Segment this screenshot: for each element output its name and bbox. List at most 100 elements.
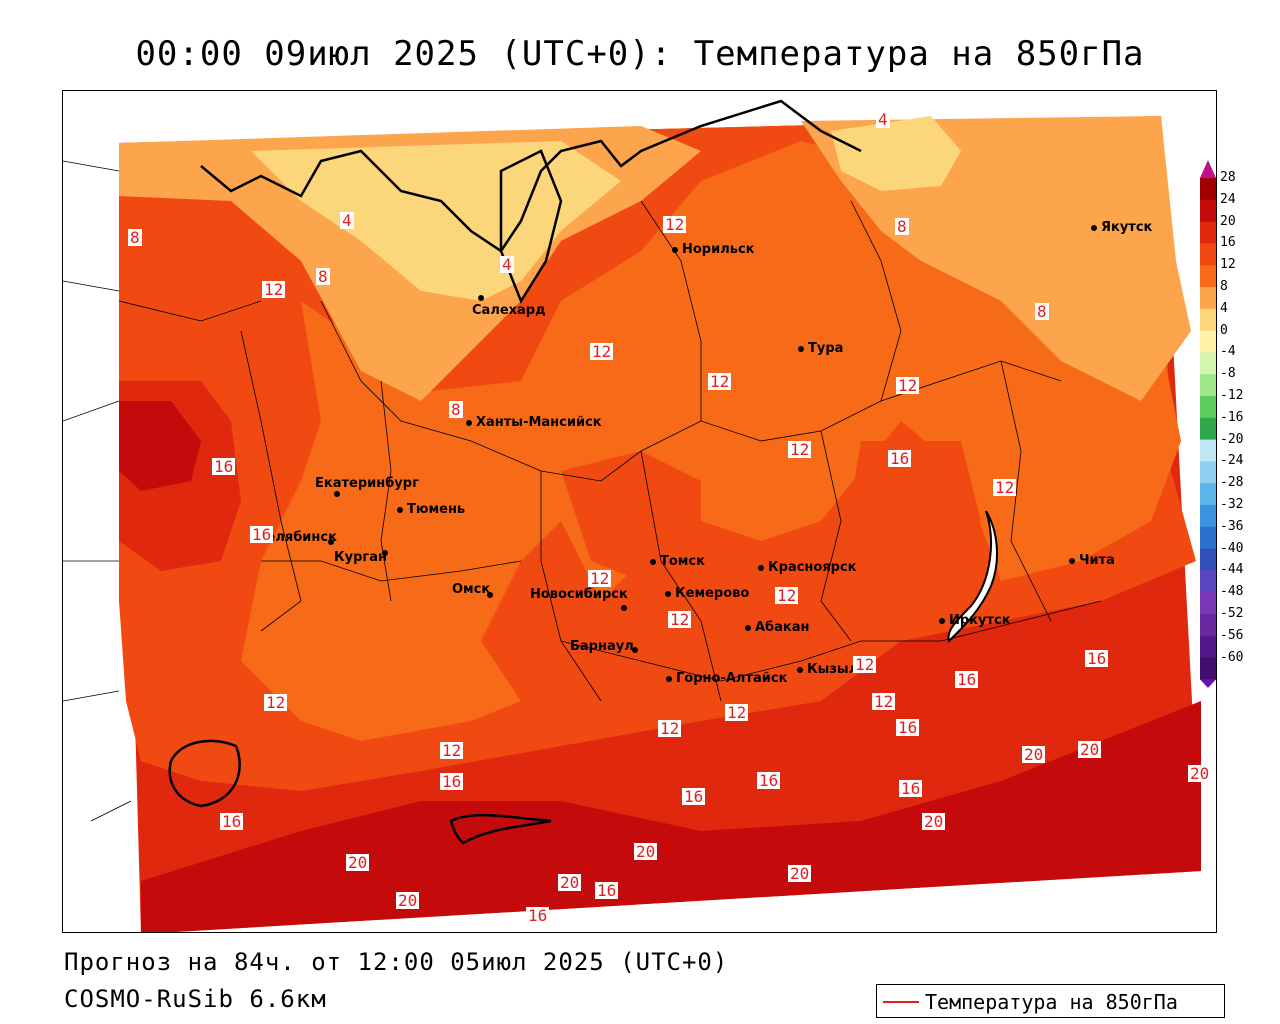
map-canvas [63,99,1201,932]
colorbar-swatch [1200,352,1216,375]
contour-label: 20 [1188,764,1212,783]
contour-label: 8 [128,228,142,247]
city-dot-icon [334,490,340,497]
colorbar-bottom-arrow-icon [1200,679,1216,688]
contour-label: 16 [757,771,781,790]
city-marker: Горно-Алтайск [666,671,787,686]
contour-label: 12 [588,569,612,588]
city-marker: Кемерово [665,586,749,601]
contour-label: 20 [788,864,812,883]
city-dot-icon [798,345,804,352]
colorbar-tick-label: -4 [1220,344,1236,360]
city-marker: Чита [1069,553,1115,568]
city-dot-icon [672,246,678,253]
colorbar-swatch [1200,635,1216,659]
contour-label: 16 [595,881,619,900]
colorbar-swatch [1200,265,1216,288]
city-marker: Кызыл [797,662,858,677]
city-dot-icon [397,506,403,513]
city-label: Екатеринбург [315,476,419,491]
colorbar-tick-label: -20 [1220,431,1244,447]
colorbar-tick-label: 12 [1220,257,1236,273]
colorbar-swatch [1200,199,1216,223]
colorbar-swatch [1200,483,1216,506]
colorbar-swatches [1200,160,1216,688]
contour-label: 20 [558,873,582,892]
colorbar-tick-label: -24 [1220,453,1244,469]
contour-label: 16 [526,906,550,925]
city-dot-icon [665,590,671,597]
contour-label: 12 [872,692,896,711]
contour-label: 12 [775,586,799,605]
colorbar-tick-label: 0 [1220,322,1228,338]
contour-label: 4 [876,110,890,129]
city-marker: Тура [798,341,843,356]
colorbar-tick-label: 24 [1220,191,1236,207]
contour-label: 20 [346,853,370,872]
colorbar-swatch [1200,243,1216,266]
colorbar-tick-label: -52 [1220,606,1244,621]
contour-label: 12 [658,719,682,738]
city-marker: Тюмень [397,502,465,517]
city-label: Барнаул [570,639,634,654]
contour-label: 4 [500,255,514,274]
contour-label: 12 [853,655,877,674]
colorbar-tick-label: 16 [1220,235,1236,251]
field-west-20 [119,401,201,491]
contour-label: 8 [316,267,330,286]
city-dot-icon [797,666,803,673]
colorbar-swatch [1200,570,1216,593]
colorbar-swatch [1200,417,1216,441]
contour-label: 16 [440,772,464,791]
colorbar-tick-label: -36 [1220,518,1244,534]
colorbar-swatch [1200,592,1216,615]
colorbar-swatch [1200,548,1216,571]
contour-label: 20 [922,812,946,831]
city-marker [382,545,392,560]
city-marker [487,587,497,602]
colorbar-tick-label: 8 [1220,279,1228,294]
city-marker: Ханты-Мансийск [466,415,602,430]
colorbar-swatch [1200,178,1216,201]
contour-label: 8 [895,217,909,236]
colorbar-swatch [1200,374,1216,397]
city-marker: Якутск [1091,220,1152,235]
colorbar-tick-label: -40 [1220,540,1244,556]
contour-label: 12 [896,376,920,395]
city-dot-icon [328,538,334,545]
city-marker [334,486,344,501]
temperature-map[interactable] [62,90,1217,933]
field-south-20 [141,701,1201,932]
contour-label: 16 [212,457,236,476]
city-marker: Абакан [745,620,810,635]
legend-label: Температура на 850гПа [925,990,1178,1014]
colorbar-swatch [1200,396,1216,419]
colorbar-swatch [1200,614,1216,637]
colorbar-swatch [1200,221,1216,244]
contour-label: 12 [590,342,614,361]
city-dot-icon [382,549,388,556]
colorbar-swatch [1200,330,1216,353]
city-dot-icon [478,294,484,301]
colorbar-swatch [1200,657,1216,680]
lake-baikal [947,510,998,643]
contour-label: 20 [1078,740,1102,759]
contour-label: 20 [396,891,420,910]
city-marker: Красноярск [758,560,857,575]
city-dot-icon [666,675,672,682]
contour-label: 12 [440,741,464,760]
city-marker [328,534,338,549]
contour-label: 8 [449,400,463,419]
colorbar-swatch [1200,461,1216,484]
colorbar-tick-label: -12 [1220,388,1244,403]
city-label: Новосибирск [530,587,628,602]
city-dot-icon [487,591,493,598]
contour-line-icon [883,1001,919,1003]
city-dot-icon [758,564,764,571]
contour-label: 20 [634,842,658,861]
field-0-4 [251,141,621,301]
colorbar-tick-label: -16 [1220,409,1244,425]
arctic-coastline [200,99,862,253]
city-marker: Норильск [672,242,755,257]
city-dot-icon [621,604,627,611]
